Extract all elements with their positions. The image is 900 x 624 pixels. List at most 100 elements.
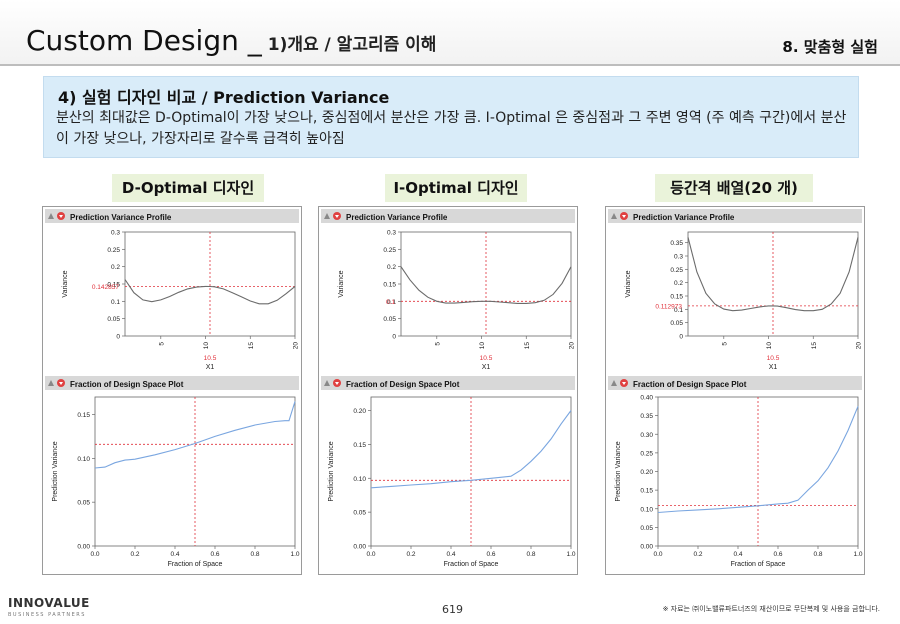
profile-1-x-tick-label: 10: [479, 342, 486, 350]
profile-0-x-tick-label: 10: [203, 342, 210, 350]
profile-1-y-tick-label: 0.05: [383, 316, 396, 323]
fds-1-x-tick-label: 0.0: [366, 551, 375, 558]
profile-0-y-tick-label: 0.3: [111, 230, 120, 237]
profile-0-y-tick-label: 0.05: [107, 316, 120, 323]
profile-0-x-axis-label: X1: [206, 364, 215, 371]
fds-2-curve: [657, 406, 859, 514]
fds-1-x-tick-label: 0.4: [446, 551, 455, 558]
profile-1-title: Prediction Variance Profile: [346, 213, 448, 222]
profile-2-y-tick-label: 0.05: [670, 320, 683, 327]
profile-2-y-axis-label: Variance: [625, 270, 632, 297]
profile-2-y-tick-label: 0: [679, 334, 683, 341]
fds-1-collapse-icon: [324, 380, 330, 386]
fds-0-plot-frame: [94, 396, 296, 547]
profile-0-y-tick-label: 0.1: [111, 299, 120, 306]
profile-2-y-tick-label: 0.25: [670, 267, 683, 274]
profile-0-y-tick-label: 0.2: [111, 264, 120, 271]
fds-2-menu-arrow-icon: [622, 382, 626, 385]
fds-1-bar: [321, 376, 575, 390]
profile-0-collapse-icon: [48, 213, 54, 219]
panel-label-i-optimal: I-Optimal 디자인: [385, 174, 527, 202]
profile-0-x-tick-label: 20: [293, 342, 300, 350]
profile-0-bar: [45, 209, 299, 223]
profile-2-cursor-y-label: 0.112973: [655, 303, 682, 310]
fds-0-x-tick-label: 0.0: [90, 551, 99, 558]
profile-2-bar: [608, 209, 862, 223]
profile-1-x-tick-label: 15: [524, 342, 531, 350]
summary-box: 4) 실험 디자인 비교 / Prediction Variance 분산의 최…: [43, 76, 859, 158]
profile-2-y-tick-label: 0.2: [674, 280, 683, 287]
header-bar: Custom Design _ 1)개요 / 알고리즘 이해 8. 맞춤형 실험: [0, 0, 900, 65]
panel-svg-2: Prediction Variance Profile00.050.10.150…: [608, 209, 863, 568]
profile-0-curve: [124, 279, 296, 305]
fds-2-y-axis-label: Prediction Variance: [615, 441, 622, 501]
profile-0-y-axis-label: Variance: [62, 270, 69, 297]
profile-0-menu-arrow-icon: [59, 215, 63, 218]
fds-2-x-tick-label: 0.6: [773, 551, 782, 558]
fds-2-x-tick-label: 0.0: [653, 551, 662, 558]
fds-2-y-tick-label: 0.20: [640, 469, 653, 476]
profile-2-y-tick-label: 0.1: [674, 307, 683, 314]
page-number: 619: [442, 603, 463, 616]
panel-svg-1: Prediction Variance Profile00.050.10.150…: [321, 209, 576, 568]
profile-2-x-axis-label: X1: [769, 364, 778, 371]
profile-0-y-tick-label: 0.25: [107, 247, 120, 254]
copyright-note: ※ 자료는 ㈜이노밸류파트너즈의 재산이므로 무단복제 및 사용을 금합니다.: [662, 605, 880, 613]
panel-d-optimal: Prediction Variance Profile 0 0.05 0.1 0.15 0…: [42, 206, 302, 575]
fds-2-x-tick-label: 0.8: [813, 551, 822, 558]
profile-2-x-tick-label: 5: [721, 342, 728, 346]
fds-2-x-axis-label: Fraction of Space: [731, 561, 786, 568]
panel-i-optimal: Prediction Variance Profile 0 0.05 0.1 0.15 0…: [318, 206, 578, 575]
fds-2-x-tick-label: 0.2: [693, 551, 702, 558]
fds-2-y-tick-label: 0.05: [640, 525, 653, 532]
profile-1-y-tick-label: 0.3: [387, 230, 396, 237]
fds-0-x-tick-label: 0.6: [210, 551, 219, 558]
fds-1-x-tick-label: 0.2: [406, 551, 415, 558]
fds-0-x-tick-label: 0.8: [250, 551, 259, 558]
profile-1-x-tick-label: 5: [434, 342, 441, 346]
fds-1-x-axis-label: Fraction of Space: [444, 561, 499, 568]
fds-0-x-tick-label: 0.2: [130, 551, 139, 558]
profile-1-cursor-x-label: 10.5: [480, 355, 493, 362]
fds-1-y-tick-label: 0.00: [353, 544, 366, 551]
profile-0-title: Prediction Variance Profile: [70, 213, 172, 222]
profile-0-y-tick-label: 0: [116, 334, 120, 341]
fds-1-x-tick-label: 0.8: [526, 551, 535, 558]
fds-2-collapse-icon: [611, 380, 617, 386]
fds-2-plot-frame: [657, 396, 859, 547]
fds-1-y-axis-label: Prediction Variance: [328, 441, 335, 501]
profile-1-x-axis-label: X1: [482, 364, 491, 371]
profile-1-bar: [321, 209, 575, 223]
fds-0-y-tick-label: 0.10: [77, 456, 90, 463]
fds-2-x-tick-label: 1.0: [853, 551, 862, 558]
fds-2-y-tick-label: 0.35: [640, 413, 653, 420]
page-title-main: Custom Design _: [26, 24, 262, 57]
profile-0-cursor-y-label: 0.142857: [92, 284, 119, 291]
fds-0-curve: [94, 401, 296, 469]
profile-2-y-tick-label: 0.35: [670, 240, 683, 247]
profile-2-y-tick-label: 0.15: [670, 294, 683, 301]
fds-2-y-tick-label: 0.30: [640, 432, 653, 439]
fds-2-y-tick-label: 0.00: [640, 544, 653, 551]
fds-1-y-tick-label: 0.10: [353, 476, 366, 483]
section-label: 8. 맞춤형 실험: [782, 38, 878, 56]
fds-0-x-axis-label: Fraction of Space: [168, 561, 223, 568]
profile-0-y-tick-label: 0.15: [107, 282, 120, 289]
profile-2-cursor-x-label: 10.5: [767, 355, 780, 362]
page-subtitle: 1)개요 / 알고리즘 이해: [267, 35, 437, 55]
panel-label-equal-spacing: 등간격 배열(20 개): [655, 174, 813, 202]
fds-0-y-tick-label: 0.00: [77, 544, 90, 551]
fds-1-curve: [370, 410, 572, 489]
fds-2-x-tick-label: 0.4: [733, 551, 742, 558]
panel-equal-spacing: Prediction Variance Profile 0 0.05 0.1 0.15 0…: [605, 206, 865, 575]
profile-1-collapse-icon: [324, 213, 330, 219]
profile-1-cursor-y-label: 0.1: [386, 299, 395, 306]
profile-0-x-tick-label: 5: [158, 342, 165, 346]
profile-2-x-tick-label: 10: [766, 342, 773, 350]
profile-1-y-tick-label: 0: [392, 334, 396, 341]
company-logo: INNOVALUE: [8, 596, 90, 610]
fds-1-x-tick-label: 1.0: [566, 551, 575, 558]
company-logo-sub: BUSINESS PARTNERS: [8, 612, 86, 618]
profile-2-title: Prediction Variance Profile: [633, 213, 735, 222]
fds-0-menu-arrow-icon: [59, 382, 63, 385]
